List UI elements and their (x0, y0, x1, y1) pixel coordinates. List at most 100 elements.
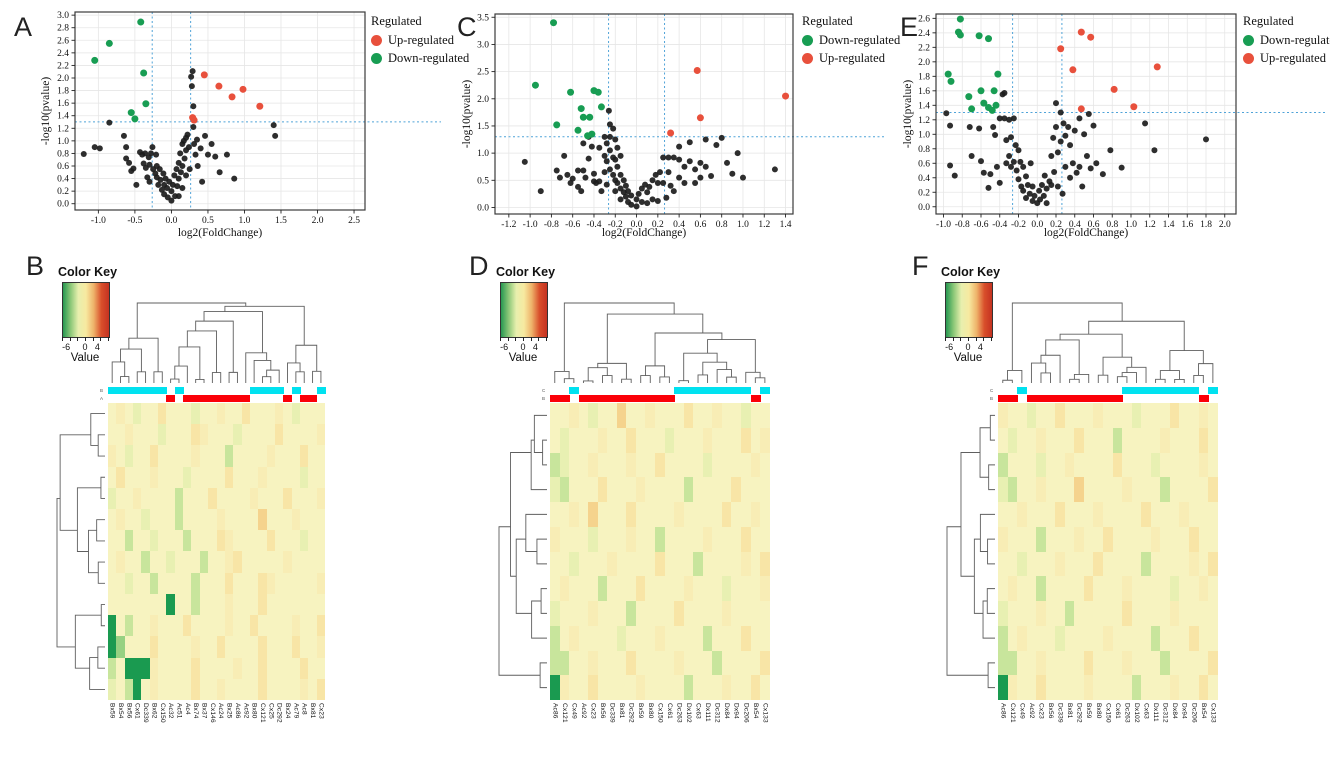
colorkey-tick (530, 337, 532, 341)
heatmap-cell (1026, 675, 1037, 700)
heatmap-cell (141, 424, 150, 446)
heatmap-cell (208, 551, 217, 573)
colorkey-tick (85, 337, 86, 341)
svg-text:1.6: 1.6 (57, 99, 69, 109)
heatmap-cell (712, 427, 722, 453)
heatmap-cell (998, 427, 1008, 453)
point-nonsignificant (686, 139, 693, 146)
heatmap-cell (683, 427, 694, 453)
heatmap-cell (116, 403, 125, 425)
point-nonsignificant (1027, 160, 1034, 167)
heatmap-cell (191, 530, 200, 552)
heatmap-cell (141, 615, 150, 637)
annotation-cell-cyan (1122, 387, 1133, 394)
heatmap-cell (208, 572, 217, 594)
heatmap-cell (1169, 576, 1180, 601)
heatmap-cell (1169, 675, 1180, 700)
point-downregulated (975, 32, 983, 40)
heatmap-cell (174, 445, 184, 467)
point-nonsignificant (1051, 168, 1058, 175)
heatmap-cell (149, 678, 159, 700)
heatmap-cell (1198, 650, 1209, 676)
point-downregulated (965, 93, 973, 101)
heatmap-cell (635, 502, 646, 527)
heatmap-cell (300, 551, 309, 573)
point-nonsignificant (1013, 167, 1020, 174)
heatmap-cell (750, 452, 761, 478)
point-nonsignificant (992, 132, 999, 139)
heatmap-cell (1141, 576, 1151, 601)
heatmap-cell (141, 466, 150, 488)
heatmap-cell (578, 502, 589, 527)
point-nonsignificant (739, 174, 746, 181)
point-nonsignificant (1036, 187, 1043, 194)
heatmap-cell (1141, 625, 1151, 651)
heatmap-cell (258, 657, 267, 679)
heatmap-cell (274, 509, 284, 531)
heatmap-cell (721, 576, 732, 601)
heatmap-cell (116, 678, 125, 700)
volcano-plot-C: -1.2 -1.0 -0.8 -0.6 -0.4 -0.2 0.0 0.2 0.4 0.6 0.8 1… (477, 13, 884, 230)
heatmap-cell (1026, 526, 1037, 552)
heatmap-cell (249, 403, 259, 425)
svg-text:1.6: 1.6 (918, 87, 930, 97)
heatmap-cell (616, 526, 627, 552)
heatmap-cell (626, 452, 636, 478)
heatmap-cell (1083, 625, 1094, 651)
heatmap-cell (149, 572, 159, 594)
heatmap-cell (216, 551, 225, 573)
heatmap-cell (1150, 576, 1161, 601)
heatmap-cell (158, 551, 167, 573)
heatmap-cell (149, 424, 159, 446)
heatmap-cell (559, 551, 570, 577)
heatmap-cell (721, 625, 732, 651)
heatmap-cell (141, 657, 150, 679)
heatmap-cell (731, 502, 741, 527)
heatmap-cell (1141, 477, 1151, 502)
point-nonsignificant (649, 177, 656, 184)
annotation-cell-cyan (1208, 387, 1219, 394)
heatmap-cell (174, 487, 184, 510)
heatmap-cell (199, 530, 209, 552)
heatmap-cell (316, 551, 326, 573)
heatmap-cell (683, 601, 694, 626)
point-upregulated (1110, 85, 1118, 93)
annotation-cell-cyan (124, 387, 134, 394)
heatmap-cell (1150, 650, 1161, 676)
heatmap-cell (124, 530, 134, 552)
heatmap-cell (702, 551, 713, 577)
point-nonsignificant (588, 143, 595, 150)
annotation-cell-cyan (760, 387, 771, 394)
point-upregulated (667, 129, 675, 137)
heatmap-cell (183, 487, 192, 510)
heatmap-cell (224, 678, 234, 700)
heatmap-cell (740, 650, 751, 676)
heatmap-cell (183, 509, 192, 531)
heatmap-cell (645, 452, 656, 478)
heatmap-cell (1036, 650, 1046, 676)
svg-text:0.6: 0.6 (57, 162, 69, 172)
heatmap-cell (635, 526, 646, 552)
heatmap-cell (124, 487, 134, 510)
heatmap-cell (731, 427, 741, 453)
heatmap-cell (693, 576, 703, 601)
svg-text:0.8: 0.8 (716, 220, 728, 230)
svg-text:3.5: 3.5 (477, 13, 489, 23)
heatmap-cell (588, 601, 598, 626)
heatmap-cell (1112, 625, 1123, 651)
heatmap-cell (1198, 675, 1209, 700)
point-nonsignificant (606, 121, 613, 128)
colorkey-tick-label: 4 (977, 342, 983, 352)
svg-text:-1.0: -1.0 (936, 220, 951, 230)
heatmap-cell (249, 530, 259, 552)
heatmap-cell (1208, 650, 1218, 676)
heatmap-cell (133, 657, 142, 679)
heatmap-cell (1045, 526, 1056, 552)
heatmap-cell (578, 526, 589, 552)
heatmap-cell (1131, 526, 1142, 552)
heatmap-cell (550, 403, 560, 428)
heatmap-cell (712, 526, 722, 552)
point-nonsignificant (990, 124, 997, 131)
heatmap-cell (1198, 502, 1209, 527)
point-downregulated (91, 56, 99, 64)
